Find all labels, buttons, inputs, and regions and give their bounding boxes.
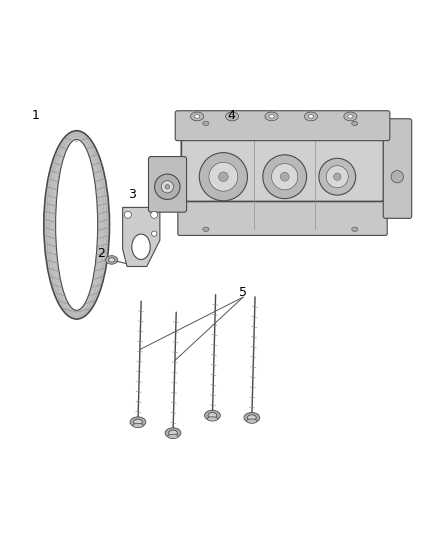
Ellipse shape — [169, 430, 177, 436]
Ellipse shape — [391, 171, 403, 183]
Text: 5: 5 — [239, 286, 247, 300]
Ellipse shape — [155, 174, 180, 199]
Ellipse shape — [209, 162, 238, 191]
Text: 4: 4 — [227, 109, 235, 122]
FancyBboxPatch shape — [181, 112, 384, 201]
Ellipse shape — [326, 166, 348, 188]
Ellipse shape — [191, 112, 204, 121]
Ellipse shape — [304, 112, 318, 121]
Ellipse shape — [165, 428, 181, 438]
Ellipse shape — [203, 121, 209, 126]
Ellipse shape — [109, 258, 115, 262]
Ellipse shape — [244, 413, 260, 423]
Ellipse shape — [272, 164, 298, 190]
Ellipse shape — [106, 256, 118, 264]
Ellipse shape — [226, 112, 239, 121]
Polygon shape — [123, 207, 160, 266]
Ellipse shape — [56, 140, 98, 310]
Ellipse shape — [161, 181, 173, 193]
FancyBboxPatch shape — [383, 119, 412, 219]
Ellipse shape — [194, 115, 200, 118]
Ellipse shape — [263, 155, 307, 199]
Ellipse shape — [168, 434, 178, 439]
Text: 3: 3 — [128, 188, 136, 201]
Ellipse shape — [203, 227, 209, 231]
Ellipse shape — [352, 227, 358, 231]
Ellipse shape — [205, 410, 220, 421]
Ellipse shape — [308, 115, 314, 118]
Text: 1: 1 — [32, 109, 40, 122]
Ellipse shape — [344, 112, 357, 121]
Ellipse shape — [265, 112, 278, 121]
Ellipse shape — [269, 115, 274, 118]
Ellipse shape — [352, 121, 358, 126]
Ellipse shape — [151, 211, 158, 219]
FancyBboxPatch shape — [175, 111, 390, 141]
Ellipse shape — [219, 172, 228, 182]
Ellipse shape — [130, 417, 146, 427]
Ellipse shape — [133, 423, 143, 427]
Ellipse shape — [334, 173, 341, 180]
Ellipse shape — [247, 419, 257, 423]
Ellipse shape — [207, 417, 218, 421]
Ellipse shape — [134, 419, 142, 425]
FancyBboxPatch shape — [148, 157, 187, 212]
Ellipse shape — [230, 115, 235, 118]
Ellipse shape — [208, 413, 217, 418]
Ellipse shape — [152, 231, 157, 236]
Ellipse shape — [199, 152, 247, 201]
Ellipse shape — [124, 211, 131, 219]
FancyBboxPatch shape — [178, 188, 387, 236]
Text: 2: 2 — [97, 247, 105, 260]
Ellipse shape — [319, 158, 356, 195]
Ellipse shape — [280, 172, 289, 181]
Ellipse shape — [247, 415, 256, 421]
Ellipse shape — [44, 131, 110, 319]
Ellipse shape — [165, 184, 170, 189]
Ellipse shape — [132, 234, 150, 260]
Ellipse shape — [348, 115, 353, 118]
